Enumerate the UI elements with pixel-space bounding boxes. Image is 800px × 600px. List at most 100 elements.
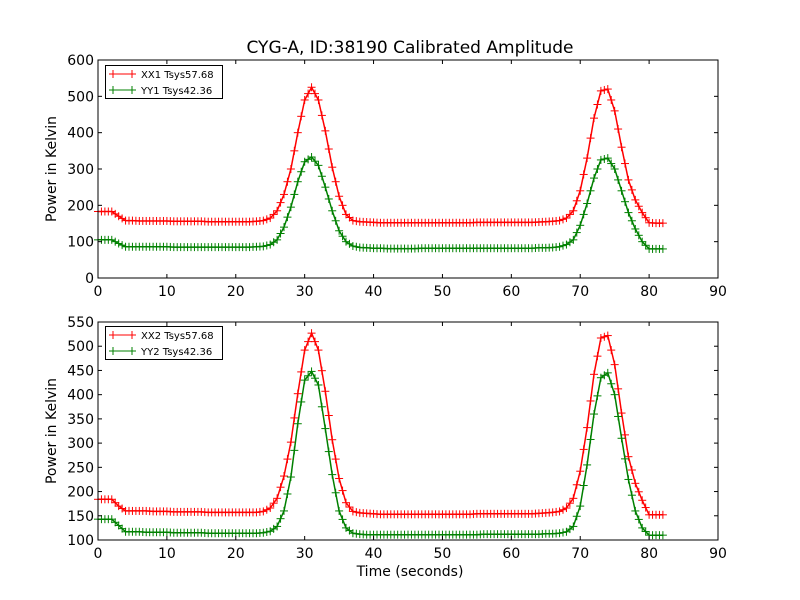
y-tick-label: 100 [67,235,94,251]
data-point-marker [324,194,333,203]
data-point-marker [286,165,295,173]
data-point-marker [314,380,323,389]
data-point-marker [631,224,640,233]
data-point-marker [331,216,340,225]
data-point-marker [280,223,288,232]
data-point-marker [328,163,337,172]
data-point-marker [286,203,295,212]
x-tick-label: 0 [94,546,103,562]
data-point-marker [593,391,602,400]
bottom-axes: Power in Kelvin Time (seconds) 0 10 20 30 40… [44,315,727,580]
data-point-marker [624,208,633,217]
data-point-marker [614,175,623,184]
series-line-yy1 [98,155,663,250]
data-point-marker [324,447,333,456]
data-point-marker [352,508,361,517]
data-point-marker [273,235,282,244]
y-tick-label: 600 [67,53,94,69]
x-tick-label: 30 [296,546,314,562]
data-point-marker [348,242,357,251]
data-point-marker [259,507,268,516]
data-point-marker [338,515,347,524]
data-point-marker [338,486,347,495]
data-point-marker [304,89,313,98]
data-point-marker [590,410,598,419]
data-point-marker [311,374,319,383]
legend-label-yy2: YY2 Tsys42.36 [140,347,212,358]
data-point-marker [300,376,309,385]
data-point-marker [600,85,609,94]
y-tick-label: 200 [67,485,94,501]
data-point-marker [596,155,605,164]
data-point-marker [627,216,636,225]
x-tick-label: 40 [365,546,383,562]
data-point-marker [307,367,316,376]
data-point-marker [273,494,282,503]
data-point-marker [590,174,598,183]
data-point-marker [311,337,319,346]
data-point-marker [576,502,585,511]
data-point-marker [583,423,592,432]
data-point-marker [569,522,578,531]
data-point-marker [311,89,319,98]
data-point-marker [624,475,633,484]
bottom-y-axis-label: Power in Kelvin [44,378,60,484]
data-point-marker [586,435,595,444]
data-point-marker [562,214,571,223]
data-point-marker [610,360,619,369]
data-point-marker [634,202,643,211]
data-point-marker [617,143,626,152]
data-point-marker [262,241,271,250]
data-point-marker [586,186,595,195]
x-tick-label: 60 [502,284,520,300]
data-point-marker [273,522,282,531]
data-point-marker [266,504,275,513]
data-point-marker [593,100,602,109]
data-point-marker [262,215,271,224]
data-point-marker [621,454,629,463]
bottom-plot-marks [94,329,667,540]
x-tick-label: 90 [709,546,727,562]
data-point-marker [331,455,340,464]
data-point-marker [262,528,271,537]
data-point-marker [280,506,288,515]
data-point-marker [262,505,271,514]
data-point-marker [276,514,285,523]
data-point-marker [569,206,578,215]
x-tick-label: 30 [296,284,314,300]
data-point-marker [627,185,636,194]
data-point-marker [276,483,285,492]
data-point-marker [259,242,268,251]
data-point-marker [304,371,313,380]
data-point-marker [111,237,120,246]
data-point-marker [321,387,330,396]
data-point-marker [572,480,581,489]
data-point-marker [641,213,650,222]
data-point-marker [569,235,578,244]
data-point-marker [621,430,629,439]
data-point-marker [293,128,302,137]
series-line-xx2 [98,331,663,516]
data-point-marker [290,146,299,155]
top-legend-box [105,65,223,99]
data-point-marker [317,111,326,120]
data-point-marker [118,241,127,250]
data-point-marker [579,210,588,219]
data-point-marker [634,487,643,496]
data-point-marker [286,473,295,482]
data-point-marker [307,153,316,162]
data-point-marker [658,531,667,540]
y-tick-label: 0 [85,271,94,287]
data-point-marker [586,396,595,405]
bottom-legend-box [105,326,223,360]
data-point-marker [641,241,650,250]
data-point-marker [559,505,567,514]
data-point-marker [596,333,605,342]
data-point-marker [286,438,295,447]
data-point-marker [559,241,567,250]
data-point-marker [107,235,116,244]
data-point-marker [276,229,285,238]
y-tick-label: 550 [67,315,94,331]
data-point-marker [269,499,278,508]
legend-label-xx2: XX2 Tsys57.68 [141,331,214,342]
